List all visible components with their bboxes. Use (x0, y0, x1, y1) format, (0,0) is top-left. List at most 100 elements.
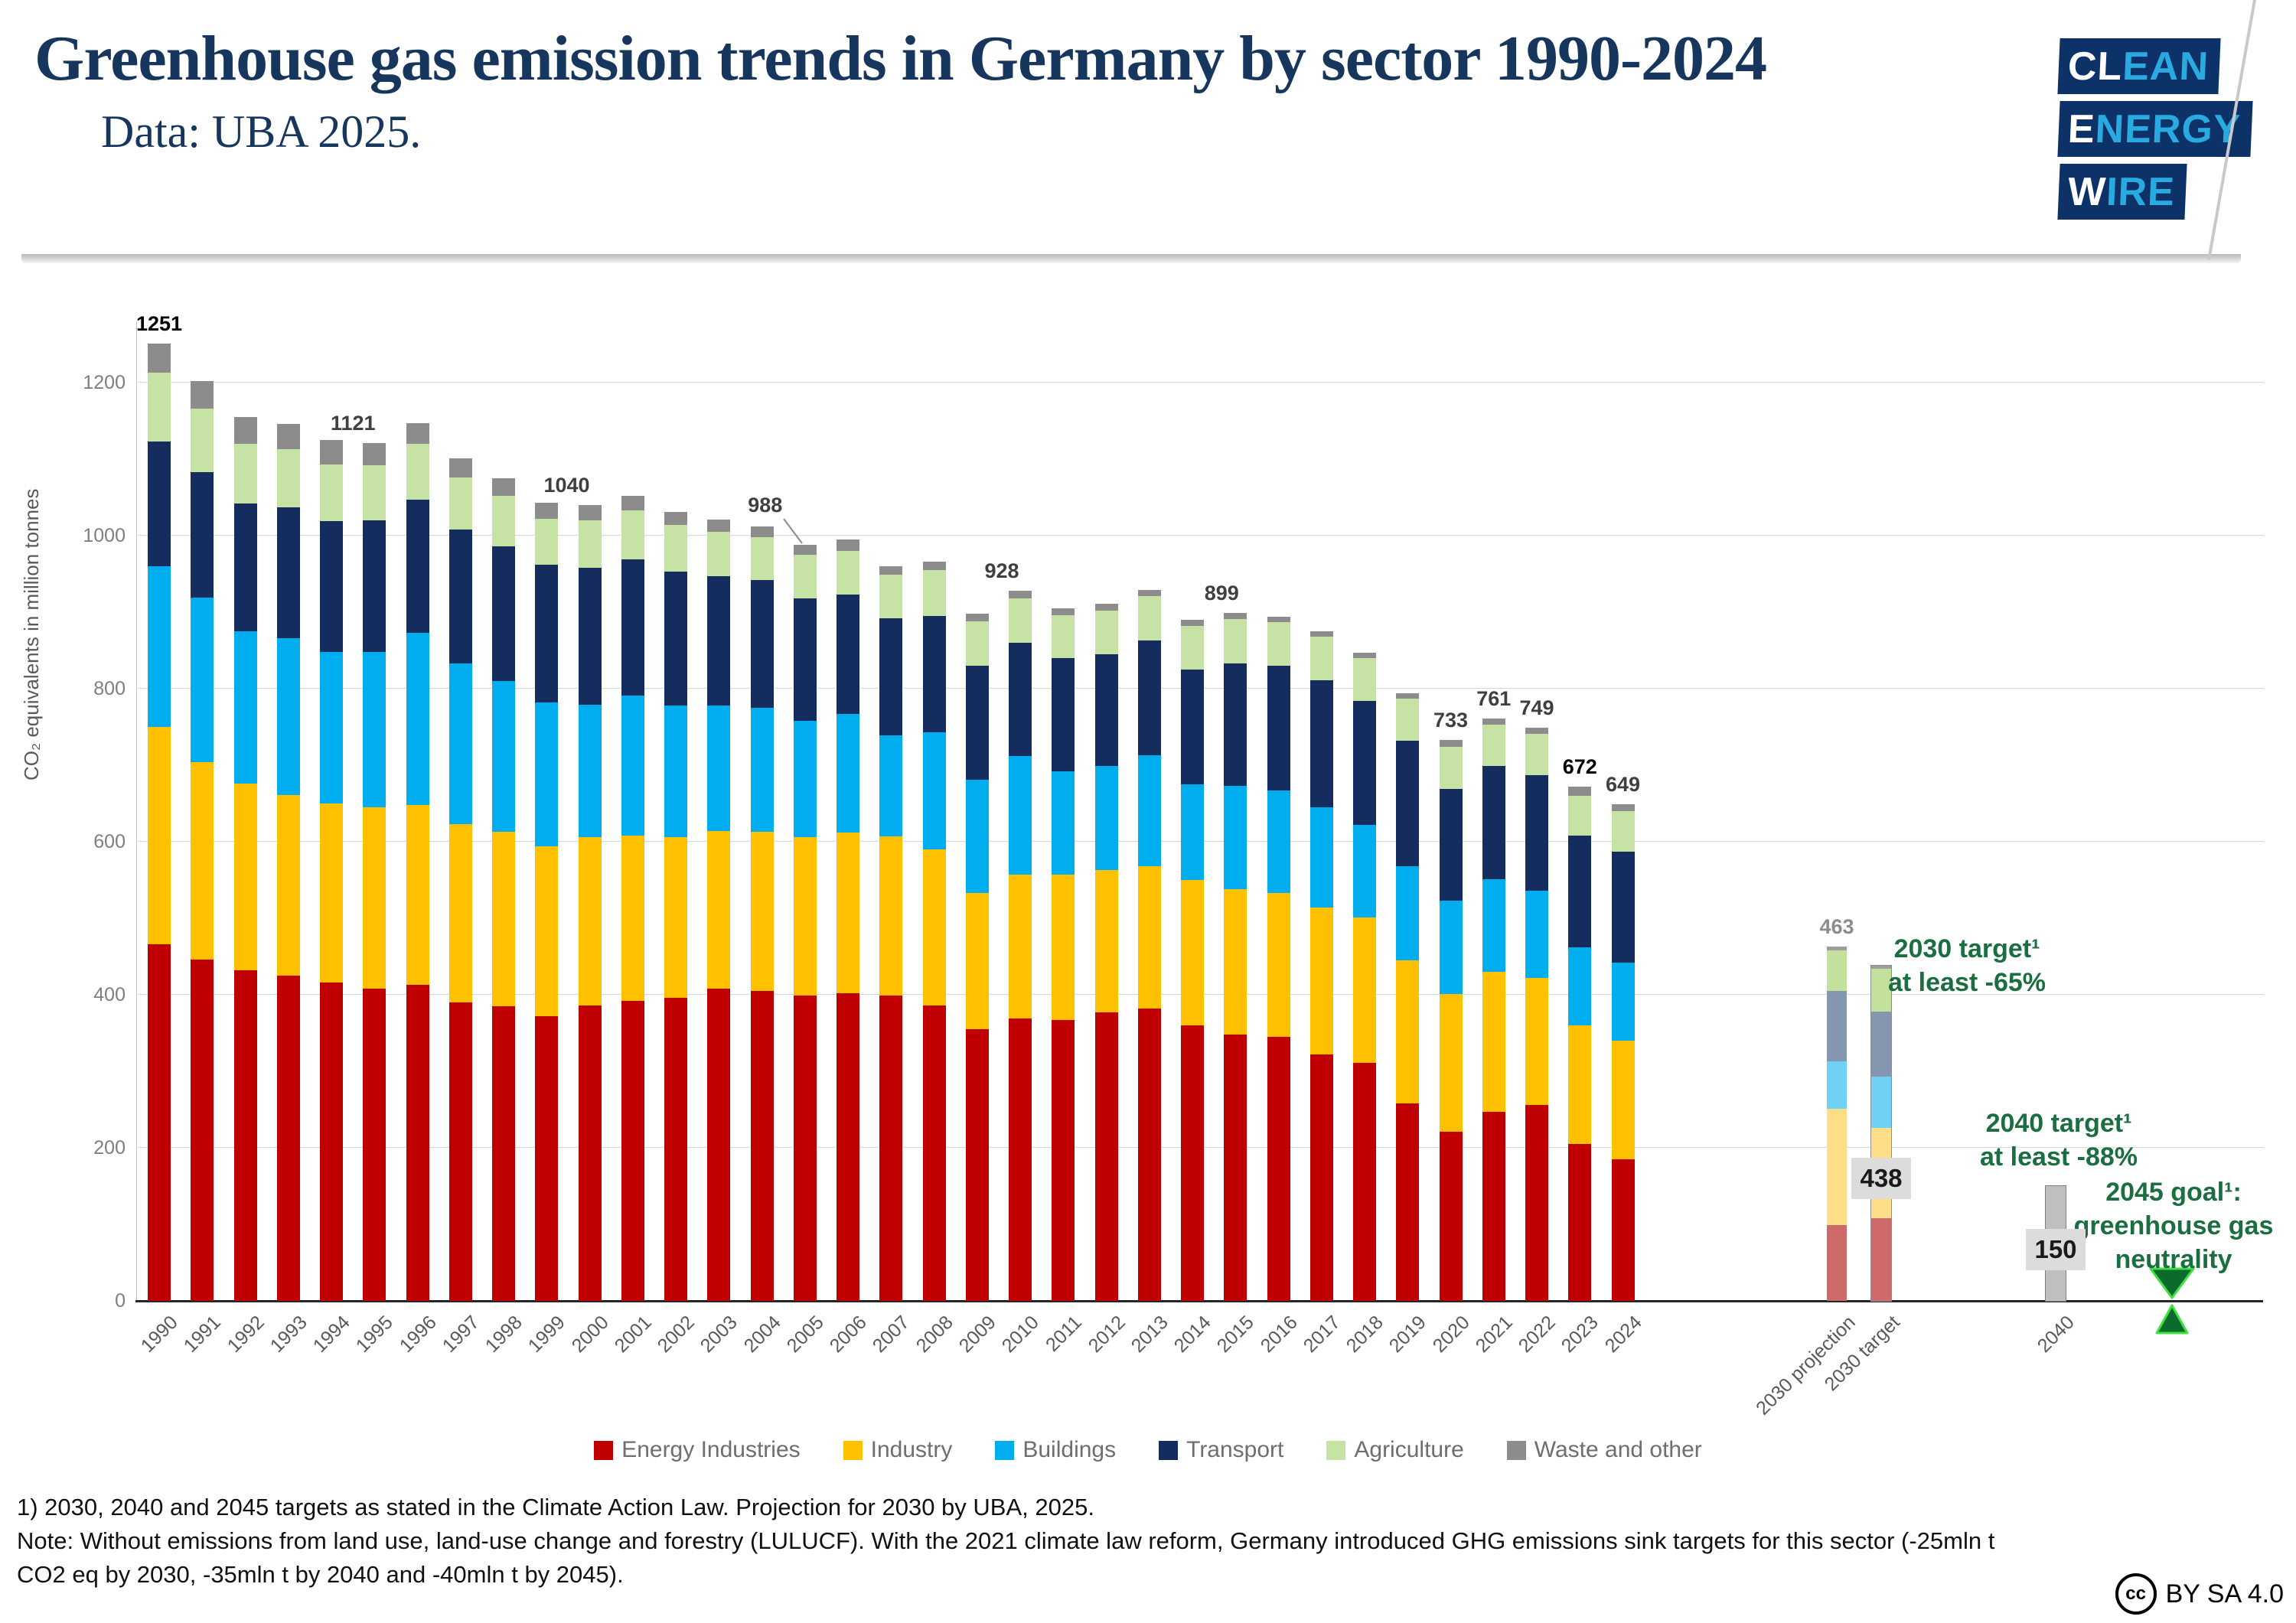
Agriculture-segment (1827, 950, 1847, 991)
x-label-2012: 2012 (1084, 1312, 1130, 1357)
x-label-2019: 2019 (1384, 1312, 1431, 1357)
bar-2023 (1568, 787, 1592, 1301)
Energy Industries-segment (1827, 1225, 1847, 1301)
Industry-segment (965, 893, 989, 1029)
Energy Industries-segment (879, 996, 903, 1301)
legend-item-industry: Industry (843, 1437, 952, 1463)
legend-swatch-icon (594, 1440, 614, 1460)
bar-2021 (1482, 719, 1505, 1301)
logo-row-1: ENERGY (2057, 101, 2253, 157)
Transport-segment (707, 576, 731, 706)
page-subtitle: Data: UBA 2025. (101, 106, 422, 157)
Buildings-segment (707, 706, 731, 831)
bar-2001 (621, 496, 644, 1301)
Agriculture-segment (1568, 796, 1592, 836)
x-label-2011: 2011 (1042, 1312, 1087, 1356)
Industry-segment (1094, 870, 1118, 1012)
total-label-899: 899 (1204, 582, 1239, 605)
Energy Industries-segment (191, 960, 214, 1301)
x-label-2040: 2040 (2033, 1312, 2079, 1357)
x-label-2024: 2024 (1600, 1312, 1646, 1357)
Agriculture-segment (1482, 725, 1505, 766)
bar-2002 (664, 512, 687, 1301)
Industry-segment (1181, 880, 1204, 1025)
bar-1992 (233, 417, 257, 1301)
license-badge: cc BY SA 4.0 (2115, 1573, 2284, 1615)
Industry-segment (793, 837, 817, 996)
Industry-segment (1827, 1109, 1847, 1225)
bar-2000 (578, 505, 602, 1301)
x-label-1996: 1996 (395, 1312, 441, 1357)
Buildings-segment (1439, 901, 1463, 994)
Energy Industries-segment (664, 998, 687, 1301)
bar-1999 (535, 503, 559, 1301)
Waste and other-segment (1482, 719, 1505, 725)
Buildings-segment (1482, 879, 1505, 972)
license-label: BY SA 4.0 (2165, 1579, 2284, 1608)
bar-1993 (276, 424, 300, 1301)
Buildings-segment (879, 735, 903, 836)
total-label-988: 988 (748, 494, 783, 517)
Industry-segment (276, 795, 300, 976)
total-label-1251: 1251 (135, 312, 183, 335)
total-label-1121: 1121 (330, 412, 376, 435)
Transport-segment (233, 504, 257, 631)
green-annotation-0: 2030 target¹ at least -65% (1888, 934, 2046, 998)
bar-2009 (965, 614, 989, 1301)
bar-2011 (1052, 608, 1075, 1301)
bar-2006 (837, 539, 859, 1301)
green-annotation-1: 2040 target¹ at least -88% (1980, 1109, 2138, 1172)
Transport-segment (535, 565, 559, 702)
Industry-segment (320, 803, 343, 983)
x-label-1991: 1991 (179, 1312, 226, 1357)
bar-2019 (1396, 693, 1420, 1301)
Waste and other-segment (1052, 608, 1075, 615)
bar-1991 (191, 381, 214, 1301)
Waste and other-segment (320, 440, 343, 464)
Industry-segment (535, 846, 559, 1016)
x-label-1994: 1994 (308, 1312, 354, 1357)
total-label-749: 749 (1519, 696, 1554, 719)
Agriculture-segment (750, 537, 774, 580)
Buildings-segment (1181, 784, 1204, 880)
Waste and other-segment (276, 424, 300, 449)
Buildings-segment (276, 638, 300, 795)
Waste and other-segment (1309, 631, 1333, 637)
y-tick-label-1200: 1200 (83, 372, 126, 393)
footnotes: 1) 2030, 2040 and 2045 targets as stated… (17, 1491, 1994, 1592)
Buildings-segment (1267, 790, 1290, 893)
Industry-segment (1396, 960, 1420, 1103)
Agriculture-segment (191, 409, 214, 472)
Agriculture-segment (1052, 615, 1075, 658)
value-box-150: 150 (2026, 1229, 2086, 1270)
footnote-line-2: Note: Without emissions from land use, l… (17, 1527, 1995, 1554)
Waste and other-segment (363, 443, 386, 465)
Waste and other-segment (492, 478, 515, 496)
Waste and other-segment (837, 539, 859, 551)
bar-1998 (492, 478, 515, 1301)
Energy Industries-segment (1094, 1012, 1118, 1301)
Transport-segment (1309, 680, 1333, 807)
x-label-1990: 1990 (136, 1312, 182, 1357)
Buildings-segment (1611, 963, 1635, 1041)
Agriculture-segment (837, 551, 859, 595)
total-label-1040: 1040 (543, 474, 590, 497)
gridline-1000 (136, 535, 2264, 536)
Transport-segment (793, 598, 817, 721)
x-label-2004: 2004 (739, 1312, 785, 1357)
Waste and other-segment (1009, 591, 1032, 598)
Energy Industries-segment (1009, 1018, 1032, 1301)
bar-2030-projection (1827, 947, 1847, 1301)
Buildings-segment (621, 696, 644, 836)
Energy Industries-segment (363, 989, 386, 1301)
Buildings-segment (750, 708, 774, 832)
legend-swatch-icon (1326, 1440, 1346, 1460)
clean-energy-wire-logo: CLEAN ENERGY WIRE (2057, 38, 2253, 220)
x-label-2018: 2018 (1342, 1312, 1388, 1357)
Energy Industries-segment (578, 1005, 602, 1301)
Transport-segment (1525, 775, 1548, 891)
Industry-segment (664, 837, 687, 998)
y-tick-label-1000: 1000 (83, 525, 126, 546)
Industry-segment (1267, 893, 1290, 1037)
Industry-segment (1224, 889, 1247, 1035)
